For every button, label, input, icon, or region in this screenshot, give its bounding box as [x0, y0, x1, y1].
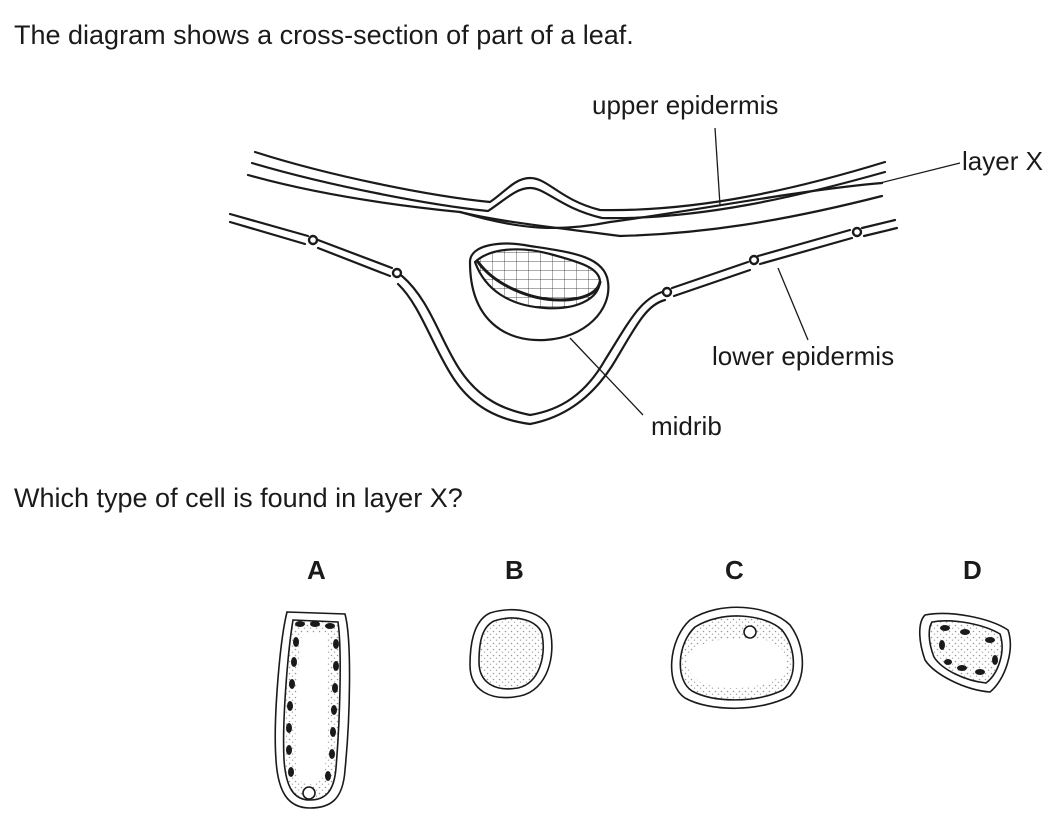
label-upper-epidermis: upper epidermis	[592, 90, 779, 120]
intro-text: The diagram shows a cross-section of par…	[14, 20, 634, 50]
cell-c-irregular	[670, 606, 804, 710]
midrib-vascular-bundle	[468, 242, 610, 342]
label-layer-x: layer X	[962, 146, 1043, 176]
label-lower-epidermis: lower epidermis	[712, 341, 895, 371]
cell-a-palisade	[274, 611, 351, 809]
option-b-label: B	[505, 555, 524, 585]
option-a-label: A	[307, 555, 326, 585]
stomata	[307, 226, 863, 298]
option-c-label: C	[725, 555, 744, 585]
option-d-label: D	[963, 555, 982, 585]
question-text: Which type of cell is found in layer X?	[14, 483, 463, 513]
cell-d-small	[918, 612, 1012, 693]
cell-b-round	[469, 609, 553, 699]
label-midrib: midrib	[651, 411, 722, 441]
layer-x-boundary	[458, 194, 884, 238]
label-pointers	[569, 127, 961, 416]
lower-epidermis-layer	[228, 212, 899, 426]
